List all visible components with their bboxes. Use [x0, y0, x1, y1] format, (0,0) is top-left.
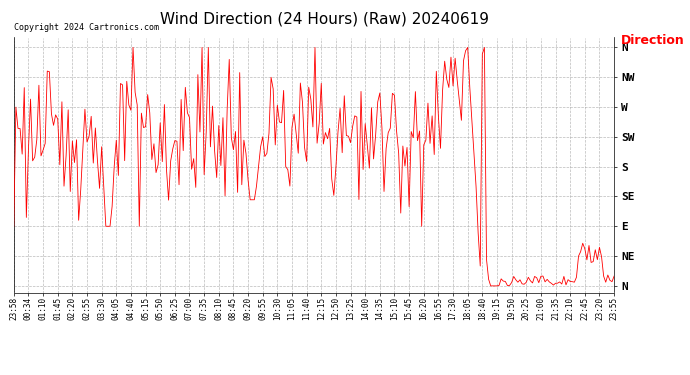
Text: Copyright 2024 Cartronics.com: Copyright 2024 Cartronics.com: [14, 23, 159, 32]
Text: Direction: Direction: [621, 34, 684, 47]
Text: Wind Direction (24 Hours) (Raw) 20240619: Wind Direction (24 Hours) (Raw) 20240619: [160, 11, 489, 26]
